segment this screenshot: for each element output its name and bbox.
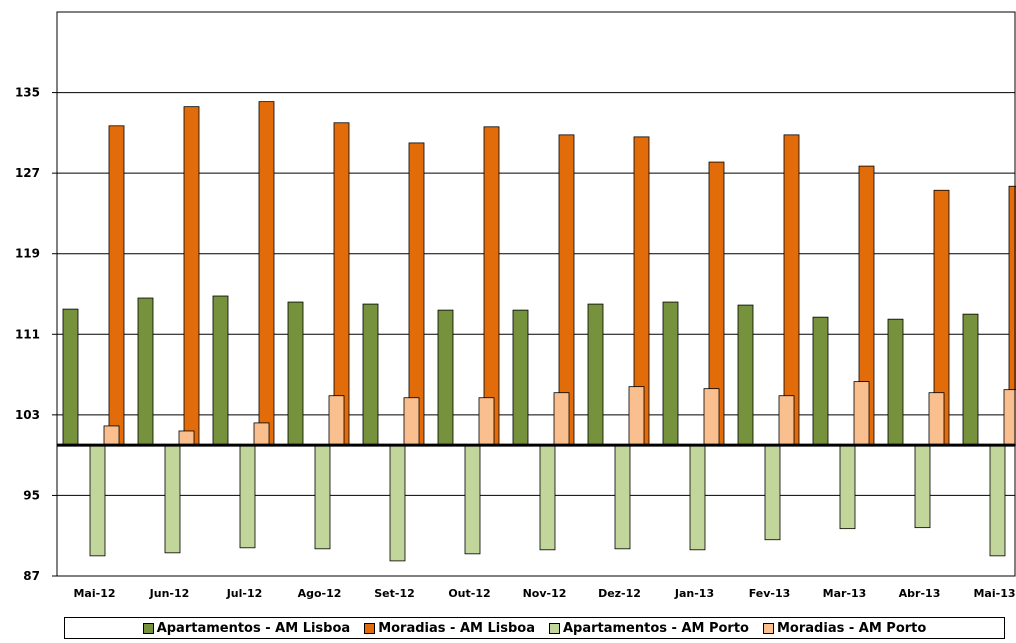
bar-apartamentos-am-porto-fev-13 [764,444,781,541]
bar-apartamentos-am-porto-set-12 [389,444,406,562]
bar-moradias-am-porto-out-12 [478,397,495,446]
bar-apartamentos-am-porto-mar-13 [839,444,856,530]
bars [62,101,1016,562]
bar-apartamentos-am-porto-dez-12 [614,444,631,550]
y-tick-label: 95 [23,488,40,502]
bar-moradias-am-porto-set-12 [403,397,420,446]
bar-apartamentos-am-lisboa-dez-12 [587,303,604,446]
bar-moradias-am-lisboa-out-12 [483,126,500,446]
x-tick-label: Out-12 [448,587,490,600]
bar-moradias-am-porto-mai-13 [1003,389,1016,446]
bar-apartamentos-am-lisboa-abr-13 [887,318,904,446]
bar-apartamentos-am-lisboa-mar-13 [812,316,829,446]
bar-moradias-am-lisboa-mai-12 [108,125,125,446]
x-tick-label: Fev-13 [749,587,791,600]
y-tick-label: 103 [15,408,40,422]
legend-item: Moradias - AM Porto [763,621,926,636]
bar-apartamentos-am-lisboa-fev-13 [737,304,754,446]
bar-apartamentos-am-lisboa-nov-12 [512,309,529,446]
bar-moradias-am-porto-fev-13 [778,395,795,446]
axes: 87 95 103 111 119 127 135 Mai-12 Jun-12 Jul-12 Ago… [15,11,1016,600]
bar-apartamentos-am-lisboa-ago-12 [287,301,304,446]
x-tick-label: Ago-12 [298,587,342,600]
bar-apartamentos-am-lisboa-out-12 [437,309,454,446]
bar-apartamentos-am-porto-mai-13 [989,444,1006,557]
y-tick-label: 127 [15,166,40,180]
legend-label: Apartamentos - AM Porto [562,620,749,636]
bar-apartamentos-am-porto-mai-12 [89,444,106,557]
bar-moradias-am-porto-jun-12 [178,430,195,446]
legend-swatch [763,622,774,634]
legend-swatch [548,622,560,634]
legend-label: Moradias - AM Lisboa [378,620,535,636]
bar-apartamentos-am-porto-jun-12 [164,444,181,554]
x-tick-label: Nov-12 [523,587,567,600]
bar-moradias-am-lisboa-jul-12 [258,101,275,446]
bar-moradias-am-porto-mai-12 [103,425,120,446]
bar-apartamentos-am-porto-out-12 [464,444,481,555]
legend-swatch [364,622,376,634]
legend-label: Moradias - AM Porto [777,620,927,636]
y-tick-label: 111 [15,327,40,341]
x-tick-label: Dez-12 [598,587,641,600]
bar-apartamentos-am-porto-nov-12 [539,444,556,551]
y-tick-label: 135 [15,86,40,100]
x-tick-label: Mar-13 [823,587,867,600]
bar-apartamentos-am-lisboa-mai-13 [962,313,979,446]
bar-apartamentos-am-porto-jan-13 [689,444,706,551]
x-tick-label: Jul-12 [226,587,263,600]
x-tick-label: Set-12 [374,587,415,600]
bar-moradias-am-porto-abr-13 [928,392,945,446]
bar-apartamentos-am-porto-jul-12 [239,444,256,549]
bar-moradias-am-porto-nov-12 [553,392,570,446]
legend-swatch [142,622,154,634]
bar-apartamentos-am-lisboa-mai-12 [62,308,79,446]
bar-apartamentos-am-lisboa-set-12 [362,303,379,446]
x-tick-label: Mai-12 [73,587,115,600]
bar-moradias-am-porto-jan-13 [703,388,720,446]
x-tick-label: Mai-13 [973,587,1015,600]
bar-moradias-am-lisboa-jun-12 [183,106,200,446]
bar-apartamentos-am-lisboa-jun-12 [137,297,154,446]
legend-item: Apartamentos - AM Lisboa [142,620,351,636]
x-tick-label: Abr-13 [899,587,941,600]
bar-moradias-am-lisboa-mai-13 [1008,185,1016,446]
x-tick-label: Jan-13 [674,587,714,600]
bar-moradias-am-porto-jul-12 [253,422,270,446]
legend-item: Apartamentos - AM Porto [548,620,749,636]
x-tick-label: Jun-12 [149,587,190,600]
y-tick-label: 87 [23,569,40,583]
bar-apartamentos-am-lisboa-jul-12 [212,295,229,446]
bar-moradias-am-porto-dez-12 [628,386,645,446]
plot-area-border [56,11,1016,577]
bar-apartamentos-am-porto-ago-12 [314,444,331,550]
legend: Apartamentos - AM Lisboa Moradias - AM Li… [64,617,1005,639]
bar-apartamentos-am-porto-abr-13 [914,444,931,529]
legend-item: Moradias - AM Lisboa [364,621,535,636]
bar-moradias-am-porto-ago-12 [328,395,345,446]
y-tick-label: 119 [15,247,40,261]
bar-apartamentos-am-lisboa-jan-13 [662,301,679,446]
legend-label: Apartamentos - AM Lisboa [156,620,351,636]
bar-moradias-am-porto-mar-13 [853,381,870,446]
